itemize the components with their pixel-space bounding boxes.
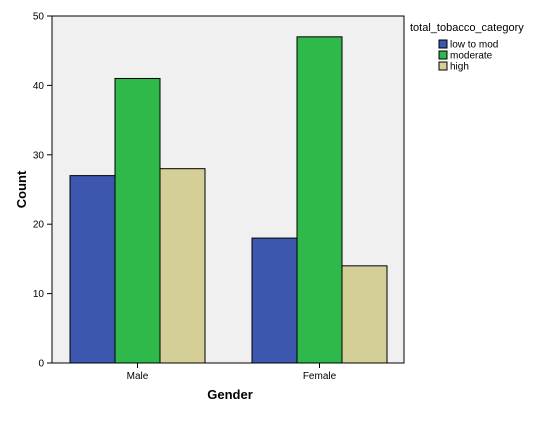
- legend-label: moderate: [450, 51, 493, 62]
- legend-label: high: [450, 62, 469, 73]
- y-tick-label: 20: [33, 220, 45, 231]
- y-axis-title: Count: [14, 170, 29, 208]
- bar-female-moderate: [296, 36, 343, 364]
- x-axis: Male Female: [127, 363, 337, 382]
- x-axis-title: Gender: [207, 387, 253, 402]
- bars-group: [69, 36, 388, 364]
- y-tick-label: 0: [38, 359, 44, 370]
- legend-label: low to mod: [450, 40, 498, 51]
- y-tick-label: 10: [33, 289, 45, 300]
- legend: total_tobacco_category low to modmoderat…: [410, 22, 524, 73]
- bar-male-low-to-mod: [69, 175, 116, 364]
- bar-female-high: [341, 265, 388, 364]
- legend-title: total_tobacco_category: [410, 22, 524, 34]
- bar-female-low-to-mod: [251, 237, 298, 364]
- bar-male-high: [159, 168, 206, 364]
- x-tick-label: Female: [303, 371, 337, 382]
- legend-swatch: [438, 39, 448, 49]
- bar-male-moderate: [114, 77, 161, 364]
- legend-swatch: [438, 50, 448, 60]
- y-tick-label: 40: [33, 81, 45, 92]
- legend-swatch: [438, 61, 448, 71]
- x-tick-label: Male: [127, 371, 149, 382]
- y-axis: 0 10 20 30 40 50: [33, 12, 52, 370]
- y-tick-label: 50: [33, 12, 45, 23]
- y-tick-label: 30: [33, 150, 45, 161]
